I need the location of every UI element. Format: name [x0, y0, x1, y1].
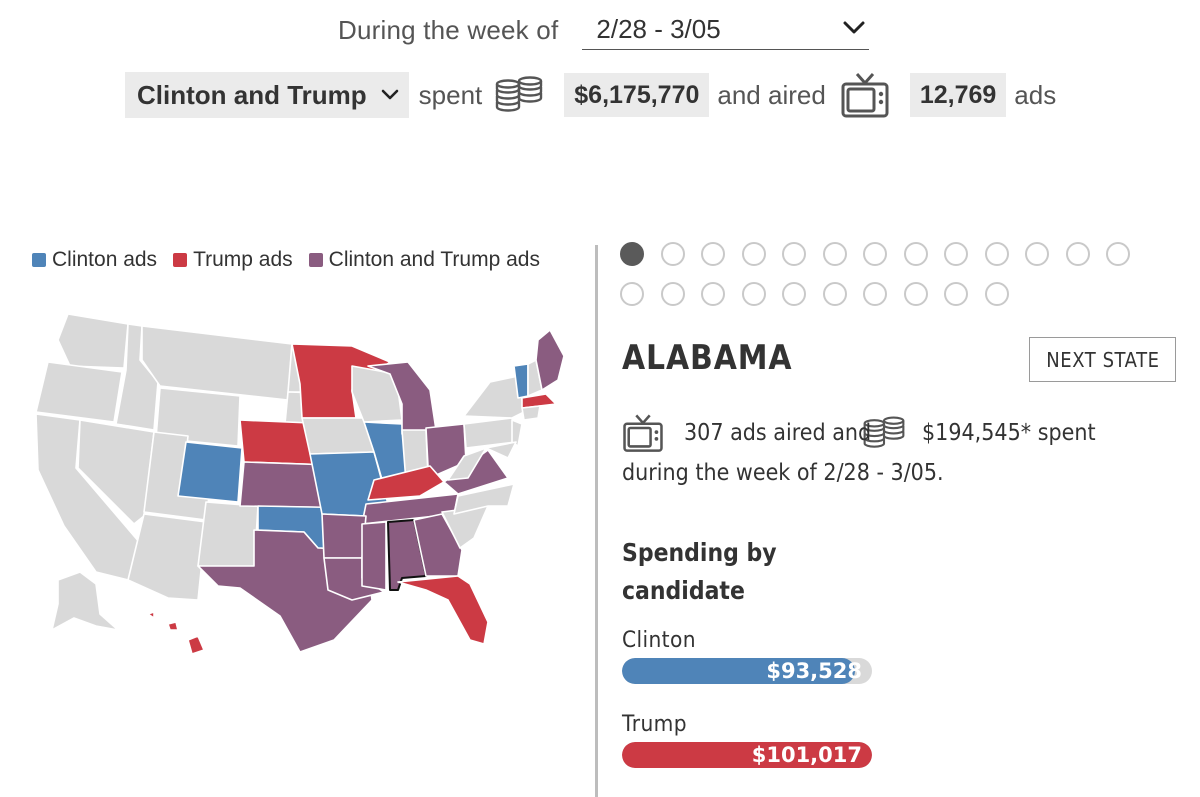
state-minnesota[interactable] — [291, 343, 391, 419]
coins-stack-icon — [863, 416, 905, 448]
bar-label-trump: Trump — [622, 712, 687, 737]
state-nevada[interactable] — [77, 419, 155, 525]
state-ads-aired: 307 ads aired and — [684, 420, 872, 446]
chevron-down-icon — [381, 89, 398, 100]
legend-label: Clinton ads — [52, 248, 158, 271]
legend-label: Clinton and Trump ads — [328, 248, 540, 271]
legend-swatch-clinton — [32, 253, 46, 267]
television-icon — [841, 73, 889, 118]
state-mississippi[interactable] — [361, 521, 387, 591]
state-maryland[interactable] — [485, 441, 517, 459]
pagination-dot[interactable] — [944, 282, 968, 306]
candidate-select[interactable]: Clinton and Trump — [125, 72, 409, 118]
state-arizona[interactable] — [127, 513, 207, 601]
pagination-dot[interactable] — [984, 282, 1009, 306]
state-new-jersey[interactable] — [511, 419, 523, 447]
week-filter: During the week of 2/28 - 3/05 — [338, 10, 870, 50]
state-wyoming[interactable] — [155, 387, 241, 447]
state-oregon[interactable] — [35, 361, 123, 423]
state-florida[interactable] — [397, 575, 489, 645]
pagination-dot[interactable] — [782, 282, 806, 306]
television-icon — [623, 414, 663, 452]
pagination-dot[interactable] — [620, 242, 644, 266]
legend-item-both: Clinton and Trump ads — [308, 248, 540, 272]
week-select-value: 2/28 - 3/05 — [596, 14, 721, 44]
legend-item-trump: Trump ads — [173, 248, 293, 272]
pagination-dot[interactable] — [1025, 242, 1049, 266]
state-new-mexico[interactable] — [197, 501, 259, 571]
pagination-dot[interactable] — [944, 242, 968, 266]
bar-track-trump: $101,017 — [622, 742, 872, 768]
state-washington[interactable] — [57, 313, 129, 369]
week-label: During the week of — [338, 14, 559, 45]
coins-stack-icon — [496, 76, 543, 112]
pagination-dot[interactable] — [701, 242, 725, 266]
bar-track-clinton: $93,528 — [622, 658, 872, 684]
pagination-dot[interactable] — [903, 282, 928, 306]
next-state-label: NEXT STATE — [1045, 347, 1160, 372]
pagination-dot[interactable] — [903, 242, 928, 266]
state-spent: $194,545* spent — [922, 420, 1096, 446]
chevron-down-icon — [843, 21, 865, 34]
bar-value-trump: $101,017 — [751, 743, 862, 767]
pagination-dot[interactable] — [701, 282, 725, 306]
state-kentucky[interactable] — [367, 465, 445, 501]
legend-swatch-both — [308, 253, 323, 267]
bar-fill-trump — [622, 742, 872, 768]
pagination-dot[interactable] — [741, 282, 766, 306]
state-iowa[interactable] — [301, 417, 375, 455]
legend-item-clinton: Clinton ads — [32, 248, 157, 272]
pagination-dot[interactable] — [984, 242, 1009, 266]
us-state-map — [35, 313, 565, 655]
state-week-text: during the week of 2/28 - 3/05. — [622, 460, 944, 486]
ads-text: ads — [1014, 79, 1057, 110]
state-montana[interactable] — [141, 325, 293, 401]
ads-count-badge: 12,769 — [909, 73, 1007, 117]
pagination-dot[interactable] — [863, 282, 887, 306]
pagination-dot[interactable] — [660, 242, 685, 266]
next-state-button[interactable]: NEXT STATE — [1029, 337, 1176, 382]
panel-divider — [595, 245, 598, 797]
legend-label: Trump ads — [193, 248, 293, 271]
spent-amount-badge: $6,175,770 — [564, 73, 710, 117]
state-summary-line: 307 ads aired and $194,545* spent — [622, 412, 1115, 454]
pagination-dot[interactable] — [1065, 242, 1090, 266]
state-new-york[interactable] — [463, 375, 525, 419]
state-connecticut[interactable] — [521, 405, 541, 421]
aired-text: and aired — [717, 79, 826, 110]
state-west-virginia[interactable] — [447, 447, 487, 481]
state-ohio[interactable] — [425, 423, 467, 477]
week-select[interactable]: 2/28 - 3/05 — [582, 10, 870, 50]
candidate-select-value: Clinton and Trump — [137, 79, 367, 110]
pagination-dot[interactable] — [660, 282, 685, 306]
bar-label-clinton: Clinton — [622, 628, 696, 653]
pagination-dot[interactable] — [620, 282, 644, 306]
state-alaska[interactable] — [51, 571, 119, 631]
state-arkansas[interactable] — [321, 513, 367, 559]
pagination-dot[interactable] — [822, 242, 847, 266]
pagination-dot[interactable] — [1106, 242, 1130, 266]
spent-text: spent — [418, 79, 483, 110]
state-colorado[interactable] — [177, 441, 243, 503]
state-massachusetts[interactable] — [521, 393, 557, 409]
spending-heading: Spending by candidate — [622, 538, 777, 605]
state-title: ALABAMA — [622, 338, 793, 378]
pagination-dot[interactable] — [863, 242, 887, 266]
state-hawaii[interactable] — [147, 611, 205, 655]
legend-swatch-trump — [173, 253, 188, 267]
pagination-dot[interactable] — [741, 242, 766, 266]
bar-fill-clinton — [622, 658, 855, 684]
map-legend: Clinton ads Trump ads Clinton and Trump … — [32, 248, 556, 272]
pagination-dot[interactable] — [782, 242, 806, 266]
state-north-carolina[interactable] — [453, 483, 515, 515]
pagination-dot[interactable] — [822, 282, 847, 306]
state-maine[interactable] — [535, 329, 565, 391]
summary-row: Clinton and Trump spent $6,175,770 and a… — [125, 72, 1056, 118]
bar-value-clinton: $93,528 — [766, 659, 862, 683]
